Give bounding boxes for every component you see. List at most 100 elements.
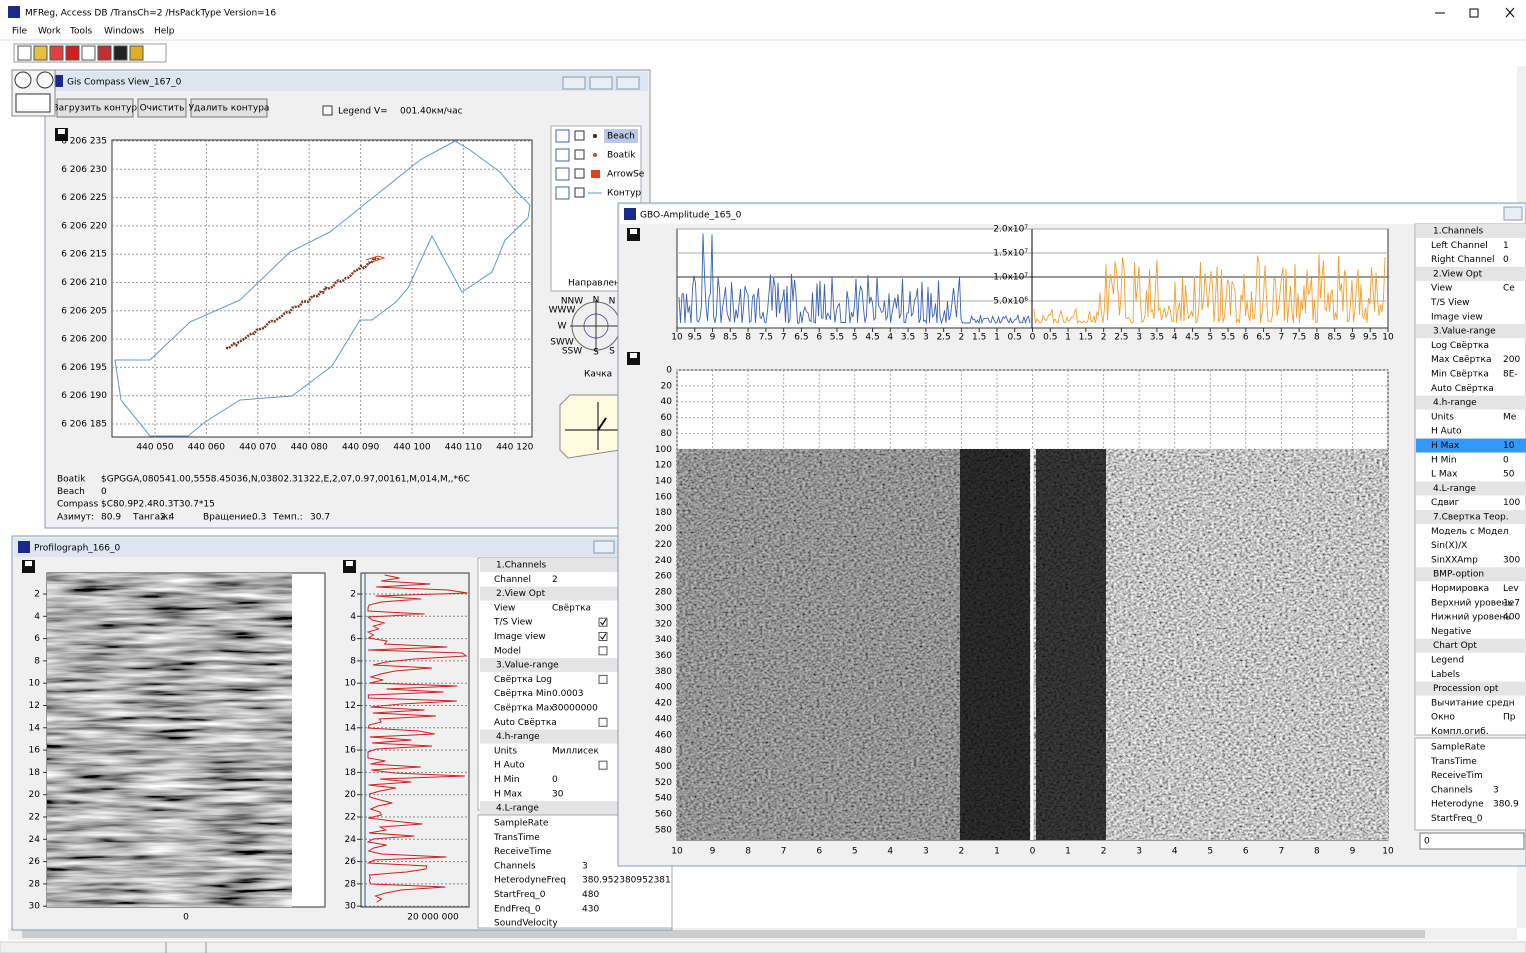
legend-checkbox[interactable] — [323, 106, 332, 115]
toolbar-button[interactable] — [18, 46, 31, 60]
window-control[interactable] — [590, 77, 612, 89]
property-label[interactable]: Свёртка Min — [494, 689, 552, 699]
section-header[interactable]: 3.Value-range — [496, 661, 559, 671]
section-header[interactable]: 2.View Opt — [496, 589, 546, 599]
menu-item[interactable]: Help — [154, 27, 175, 37]
property-value[interactable]: 400 — [1503, 613, 1520, 623]
property-label[interactable]: Channels — [1431, 785, 1473, 795]
property-label[interactable]: H Max — [1431, 441, 1460, 451]
property-label[interactable]: Max Свёртка — [1431, 355, 1492, 365]
property-value[interactable]: 480 — [582, 890, 599, 900]
section-header[interactable]: 4.L-range — [496, 804, 539, 814]
property-label[interactable]: T/S View — [1430, 298, 1469, 308]
property-label[interactable]: Верхний уровень — [1431, 598, 1513, 608]
section-header[interactable]: 4.L-range — [1433, 484, 1476, 494]
property-label[interactable]: Legend — [1431, 656, 1464, 666]
property-value[interactable]: 0 — [1503, 255, 1509, 265]
property-label[interactable]: Свёртка Log — [494, 675, 552, 685]
property-label[interactable]: Sin(X)/X — [1431, 541, 1467, 551]
property-value[interactable]: Пр — [1503, 713, 1516, 723]
toolbar-button[interactable] — [130, 46, 143, 60]
property-label[interactable]: T/S View — [493, 618, 532, 628]
property-label[interactable]: TransTime — [493, 833, 540, 843]
property-label[interactable]: Свёртка Max — [494, 704, 555, 714]
button-label[interactable]: Загрузить контур — [53, 104, 137, 114]
toolbar-button[interactable] — [34, 46, 47, 60]
property-label[interactable]: Image view — [1431, 312, 1483, 322]
property-value[interactable]: 0 — [552, 775, 558, 785]
property-value[interactable]: 1 — [1503, 241, 1509, 251]
property-value[interactable]: 3 — [582, 861, 588, 871]
property-label[interactable]: H Min — [1431, 455, 1457, 465]
section-header[interactable]: 3.Value-range — [1433, 327, 1496, 337]
property-label[interactable]: H Auto — [1431, 427, 1462, 437]
section-header[interactable]: 1.Channels — [1433, 227, 1484, 237]
section-header[interactable]: 4.h-range — [496, 732, 540, 742]
property-label[interactable]: Negative — [1431, 627, 1472, 637]
toolbar-button[interactable] — [82, 46, 95, 60]
property-label[interactable]: Нормировка — [1431, 584, 1489, 594]
input-value[interactable]: 0 — [1424, 837, 1430, 847]
property-label[interactable]: SoundVelocity — [494, 919, 558, 929]
property-value[interactable]: 3 — [1493, 785, 1499, 795]
property-label[interactable]: StartFreq_0 — [494, 890, 546, 900]
property-label[interactable]: Min Свёртка — [1431, 370, 1489, 380]
property-label[interactable]: H Min — [494, 775, 520, 785]
section-header[interactable]: Procession opt — [1433, 684, 1499, 694]
property-label[interactable]: Left Channel — [1431, 241, 1488, 251]
checkbox[interactable] — [599, 761, 607, 769]
checkbox[interactable] — [599, 718, 607, 726]
property-label[interactable]: Вычитание средн — [1431, 698, 1515, 708]
legend-checkbox[interactable] — [575, 150, 584, 159]
section-header[interactable]: 1.Channels — [496, 561, 547, 571]
menu-item[interactable]: Work — [38, 27, 62, 37]
property-label[interactable]: Сдвиг — [1431, 498, 1460, 508]
property-label[interactable]: L Max — [1431, 470, 1458, 480]
legend-checkbox[interactable] — [575, 131, 584, 140]
property-value[interactable]: 200 — [1503, 355, 1520, 365]
h-scrollbar-thumb[interactable] — [22, 930, 1425, 938]
property-value[interactable]: 0 — [1503, 455, 1509, 465]
menu-item[interactable]: Windows — [104, 27, 144, 37]
property-value[interactable]: Миллисек — [552, 746, 599, 756]
property-label[interactable]: SampleRate — [1431, 743, 1486, 753]
property-label[interactable]: HeterodyneFreq — [494, 876, 566, 886]
property-label[interactable]: SinXXAmp — [1431, 555, 1478, 565]
property-label[interactable]: Log Свёртка — [1431, 341, 1489, 351]
property-value[interactable]: 1e7 — [1503, 598, 1520, 608]
property-label[interactable]: Image view — [494, 632, 546, 642]
toolbar-button[interactable] — [50, 46, 63, 60]
legend-checkbox[interactable] — [575, 169, 584, 178]
window-control[interactable] — [1504, 207, 1522, 220]
property-value[interactable]: 10 — [1503, 441, 1515, 451]
text-input[interactable] — [1420, 833, 1524, 849]
property-label[interactable]: Right Channel — [1431, 255, 1495, 265]
property-label[interactable]: Model — [494, 646, 521, 656]
window-control[interactable] — [563, 77, 585, 89]
section-header[interactable]: BMP-option — [1433, 570, 1484, 580]
legend-checkbox[interactable] — [575, 188, 584, 197]
property-label[interactable]: Units — [494, 746, 517, 756]
property-value[interactable]: 380.952380952381 — [582, 876, 671, 886]
property-label[interactable]: H Auto — [494, 761, 525, 771]
toolbar-button[interactable] — [114, 46, 127, 60]
property-label[interactable]: Auto Свёртка — [494, 718, 557, 728]
window-control[interactable] — [617, 77, 639, 89]
property-label[interactable]: Channels — [494, 861, 536, 871]
button-label[interactable]: Очистить — [140, 104, 185, 114]
property-value[interactable]: 8E- — [1503, 370, 1518, 380]
property-value[interactable]: 430 — [582, 904, 599, 914]
section-header[interactable]: Chart Opt — [1433, 641, 1477, 651]
property-value[interactable]: Се — [1503, 284, 1515, 294]
property-label[interactable]: Auto Свёртка — [1431, 384, 1494, 394]
property-value[interactable]: Lev — [1503, 584, 1519, 594]
toolbar-button[interactable] — [98, 46, 111, 60]
property-label[interactable]: Channel — [494, 575, 531, 585]
property-label[interactable]: Окно — [1431, 713, 1455, 723]
property-label[interactable]: Компл.огиб. — [1431, 727, 1489, 737]
property-label[interactable]: Heterodyne — [1431, 800, 1484, 810]
property-label[interactable]: SampleRate — [494, 819, 549, 829]
property-value[interactable]: 0.0003 — [552, 689, 584, 699]
property-value[interactable]: 2 — [552, 575, 558, 585]
property-label[interactable]: Units — [1431, 412, 1454, 422]
